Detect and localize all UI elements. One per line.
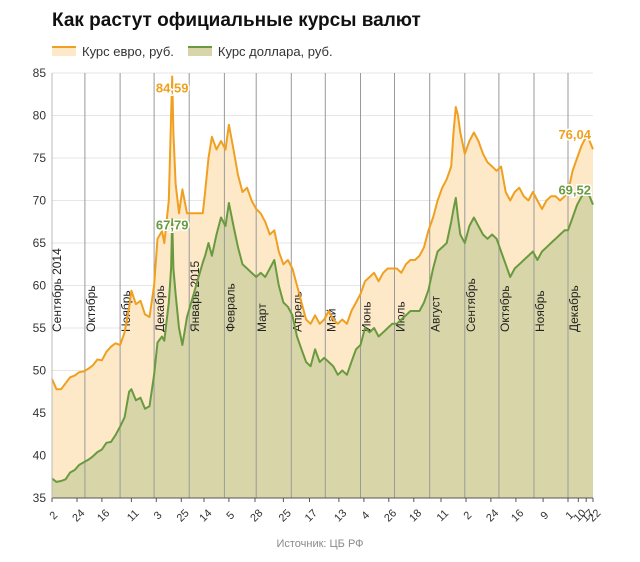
x-tick-label: 2 [47, 509, 60, 522]
x-tick-label: 17 [303, 507, 320, 524]
data-label: 84,59 [156, 81, 189, 96]
month-label: Ноябрь [533, 290, 547, 332]
legend-swatch-usd [187, 46, 212, 56]
month-label: Август [429, 295, 443, 332]
y-tick-label: 85 [33, 66, 47, 80]
usd-area [52, 192, 593, 498]
x-tick-label: 13 [332, 507, 349, 524]
x-tick-label: 14 [197, 507, 214, 524]
x-tick-label: 9 [539, 509, 552, 522]
y-tick-label: 50 [33, 364, 47, 378]
data-label: 67,79 [156, 217, 189, 232]
y-tick-label: 65 [33, 236, 47, 250]
source-note: Источник: ЦБ РФ [276, 538, 364, 550]
y-tick-label: 40 [33, 449, 47, 463]
legend-swatch-euro [52, 46, 76, 56]
chart-title: Как растут официальные курсы валют [52, 10, 421, 31]
data-label: 76,04 [558, 127, 591, 142]
x-tick-label: 25 [175, 507, 192, 524]
y-tick-label: 60 [33, 279, 47, 293]
x-tick-label: 16 [509, 507, 526, 524]
month-label: Май [324, 308, 338, 332]
x-tick-label: 26 [382, 507, 399, 524]
month-label: Март [255, 303, 269, 332]
legend-label-usd: Курс доллара, руб. [217, 43, 333, 59]
month-label: Октябрь [498, 285, 512, 332]
x-tick-label: 28 [248, 507, 265, 524]
legend-item-usd: Курс доллара, руб. [187, 43, 333, 59]
x-tick-label: 16 [95, 507, 112, 524]
x-tick-label: 18 [407, 507, 424, 524]
month-label: Сентябрь 2014 [50, 248, 64, 332]
y-tick-label: 75 [33, 151, 47, 165]
data-label: 69,52 [558, 183, 591, 198]
y-tick-label: 45 [33, 406, 47, 420]
y-tick-label: 35 [33, 491, 47, 505]
x-tick-label: 4 [359, 509, 372, 522]
x-tick-label: 11 [125, 508, 142, 525]
legend-label-euro: Курс евро, руб. [82, 43, 174, 59]
month-label: Сентябрь [464, 278, 478, 332]
month-label: Октябрь [84, 285, 98, 332]
month-label: Декабрь [153, 285, 167, 332]
month-label: Декабрь [567, 285, 581, 332]
month-label: Апрель [290, 291, 304, 332]
y-tick-label: 55 [33, 321, 47, 335]
x-tick-label: 2 [461, 509, 474, 522]
usd-line [51, 191, 594, 483]
chart-legend: Курс евро, руб. Курс доллара, руб. [52, 43, 347, 59]
x-tick-label: 24 [70, 507, 87, 524]
x-tick-label: 25 [277, 507, 294, 524]
month-label: Февраль [223, 283, 237, 332]
x-tick-label: 3 [152, 509, 165, 522]
legend-item-euro: Курс евро, руб. [52, 44, 174, 59]
x-tick-label: 5 [224, 509, 237, 522]
y-tick-label: 80 [33, 109, 47, 123]
x-tick-label: 11 [435, 508, 452, 525]
y-tick-label: 70 [33, 194, 47, 208]
x-tick-label: 24 [484, 507, 501, 524]
month-label: Июнь [360, 301, 374, 332]
euro-line [51, 75, 594, 391]
